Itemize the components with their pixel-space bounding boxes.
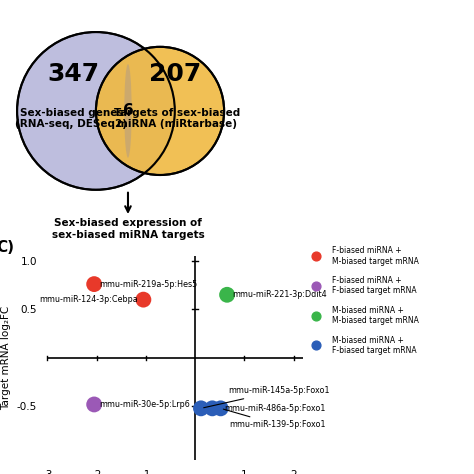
Text: F-biased miRNA +
F-biased target mRNA: F-biased miRNA + F-biased target mRNA (332, 276, 417, 295)
Y-axis label: Target mRNA log₂FC: Target mRNA log₂FC (1, 306, 11, 410)
Text: mmu-miR-221-3p:Ddit4: mmu-miR-221-3p:Ddit4 (232, 290, 327, 299)
Point (312, 252, 320, 260)
Text: 207: 207 (149, 62, 201, 86)
Ellipse shape (124, 64, 132, 158)
Text: M-biased miRNA +
M-biased target mRNA: M-biased miRNA + M-biased target mRNA (332, 306, 419, 325)
Point (197, 404, 205, 412)
Text: mmu-miR-124-3p:Cebpa: mmu-miR-124-3p:Cebpa (40, 295, 138, 304)
Text: mmu-miR-486a-5p:Foxo1: mmu-miR-486a-5p:Foxo1 (225, 404, 326, 413)
Point (91, 401, 98, 408)
Text: mmu-miR-30e-5p:Lrp6: mmu-miR-30e-5p:Lrp6 (99, 400, 190, 409)
Text: M-biased miRNA +
F-biased target mRNA: M-biased miRNA + F-biased target mRNA (332, 336, 417, 355)
Point (139, 296, 147, 303)
Circle shape (17, 32, 175, 190)
Text: C): C) (0, 240, 14, 255)
Circle shape (96, 47, 224, 175)
Text: 6: 6 (123, 103, 133, 118)
Text: Sex-biased genes
(RNA-seq, DESeq2): Sex-biased genes (RNA-seq, DESeq2) (15, 108, 128, 129)
Point (312, 312, 320, 319)
Point (312, 342, 320, 349)
Point (217, 404, 225, 412)
Point (223, 291, 231, 299)
Text: mmu-miR-145a-5p:Foxo1: mmu-miR-145a-5p:Foxo1 (204, 386, 329, 408)
Point (209, 404, 216, 412)
Point (91, 280, 98, 288)
Point (312, 282, 320, 290)
Text: 347: 347 (48, 62, 100, 86)
Text: Targets of sex-biased
miRNA (miRtarbase): Targets of sex-biased miRNA (miRtarbase) (114, 108, 240, 129)
Text: F-biased miRNA +
M-biased target mRNA: F-biased miRNA + M-biased target mRNA (332, 246, 419, 265)
Text: mmu-miR-219a-5p:Hes5: mmu-miR-219a-5p:Hes5 (99, 280, 197, 289)
Text: mmu-miR-139-5p:Foxo1: mmu-miR-139-5p:Foxo1 (223, 409, 326, 429)
Text: Sex-biased expression of
sex-biased miRNA targets: Sex-biased expression of sex-biased miRN… (52, 219, 204, 240)
